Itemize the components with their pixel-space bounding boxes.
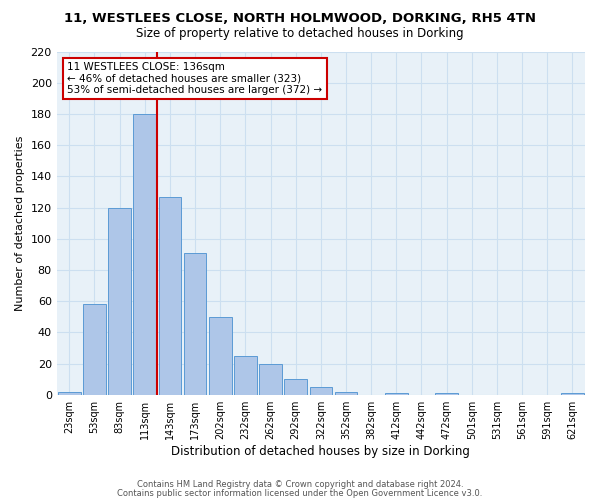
Bar (436, 393, 458, 394)
Bar (385, 393, 407, 394)
Text: Size of property relative to detached houses in Dorking: Size of property relative to detached ho… (136, 28, 464, 40)
X-axis label: Distribution of detached houses by size in Dorking: Distribution of detached houses by size … (172, 444, 470, 458)
Bar (108, 208, 131, 394)
Bar (209, 316, 232, 394)
Bar (58, 392, 80, 394)
Bar (310, 387, 332, 394)
Text: 11 WESTLEES CLOSE: 136sqm
← 46% of detached houses are smaller (323)
53% of semi: 11 WESTLEES CLOSE: 136sqm ← 46% of detac… (67, 62, 322, 95)
Text: Contains HM Land Registry data © Crown copyright and database right 2024.: Contains HM Land Registry data © Crown c… (137, 480, 463, 489)
Bar (561, 393, 584, 394)
Bar (335, 392, 358, 394)
Bar (133, 114, 156, 394)
Y-axis label: Number of detached properties: Number of detached properties (15, 136, 25, 311)
Text: 11, WESTLEES CLOSE, NORTH HOLMWOOD, DORKING, RH5 4TN: 11, WESTLEES CLOSE, NORTH HOLMWOOD, DORK… (64, 12, 536, 26)
Bar (284, 379, 307, 394)
Bar (259, 364, 282, 394)
Bar (158, 196, 181, 394)
Bar (83, 304, 106, 394)
Bar (184, 252, 206, 394)
Bar (234, 356, 257, 395)
Text: Contains public sector information licensed under the Open Government Licence v3: Contains public sector information licen… (118, 488, 482, 498)
